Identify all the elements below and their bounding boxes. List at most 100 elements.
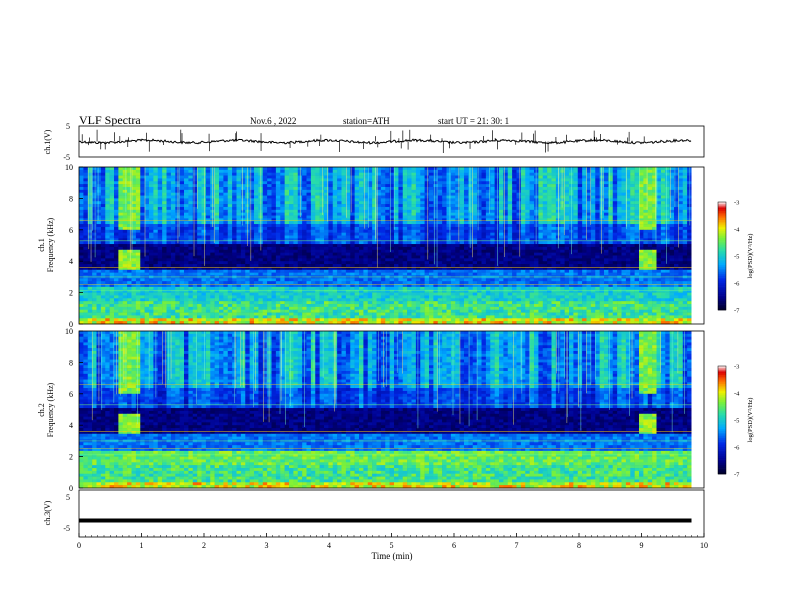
spec-cell [214, 204, 220, 208]
spec-cell [363, 238, 369, 242]
spec-cell [643, 204, 649, 208]
spec-cell [499, 221, 504, 225]
spec-cell [415, 249, 421, 253]
spec-cell [83, 226, 89, 231]
spec-cell [280, 261, 285, 265]
spec-cell [455, 209, 460, 213]
spec-cell [582, 241, 587, 245]
spec-cell [433, 184, 439, 188]
spec-cell [227, 181, 233, 185]
spec-cell [534, 255, 539, 259]
spec-cell [210, 258, 215, 262]
spec-cell [135, 189, 141, 193]
spec-cell [297, 246, 303, 251]
spec-cell [617, 195, 622, 199]
spec-cell [345, 226, 351, 231]
spec-cell [227, 215, 233, 219]
spec-cell [170, 167, 176, 171]
spec-cell [499, 192, 504, 196]
spec-cell [560, 246, 565, 251]
spec-cell [109, 246, 115, 251]
spec-cell [595, 195, 600, 199]
spec-cell [647, 169, 653, 173]
spec-cell [144, 246, 150, 251]
spec-cell [297, 232, 303, 236]
spec-cell [630, 215, 635, 219]
spec-cell [175, 235, 180, 239]
spec-cell [442, 195, 447, 199]
spec-cell [590, 224, 596, 228]
spec-cell [450, 189, 456, 193]
spec-cell [166, 261, 172, 265]
spec-cell [547, 252, 552, 256]
spec-cell [520, 212, 526, 216]
spec-cell [100, 167, 106, 171]
spec-cell [398, 232, 404, 236]
spec-cell [140, 204, 145, 208]
spec-cell [660, 218, 666, 222]
spec-cell [127, 264, 132, 268]
spec-cell [394, 238, 399, 242]
spec-cell [109, 186, 115, 191]
spec-cell [617, 229, 622, 233]
spec-cell [490, 201, 495, 205]
spec-cell [332, 252, 338, 256]
spec-cell [398, 264, 404, 268]
spec-cell [188, 218, 194, 222]
spec-cell [324, 255, 329, 259]
spec-cell [258, 264, 264, 268]
spec-cell [293, 249, 299, 253]
spec-cell [682, 198, 688, 202]
spec-cell [520, 261, 526, 265]
spec-cell [135, 201, 141, 205]
spec-cell [643, 189, 649, 193]
spec-cell [481, 204, 487, 208]
spec-cell [485, 204, 491, 208]
spec-cell [289, 249, 294, 253]
spec-cell [275, 241, 281, 245]
spec-cell [420, 178, 425, 182]
spec-cell [359, 221, 364, 225]
spec-cell [249, 192, 255, 196]
spec-cell [599, 172, 605, 176]
spec-cell [341, 264, 347, 268]
spec-cell [621, 181, 627, 185]
spec-cell [411, 192, 417, 196]
spec-cell [153, 252, 159, 256]
spec-cell [350, 229, 355, 233]
spec-cell [149, 172, 154, 176]
spec-cell [306, 212, 312, 216]
spec-cell [551, 252, 557, 256]
spec-cell [599, 224, 605, 228]
spec-cell [647, 167, 653, 171]
spec-cell [512, 264, 517, 268]
spec-cell [446, 204, 452, 208]
spec-cell [153, 198, 159, 202]
spec-cell [350, 184, 355, 188]
spec-cell [341, 206, 347, 211]
spec-cell [450, 244, 456, 248]
spec-cell [79, 226, 84, 231]
spec-cell [604, 169, 609, 173]
spec-cell [477, 241, 482, 245]
spec-cell [249, 195, 255, 199]
spec-cell [214, 232, 220, 236]
spec-cell [214, 238, 220, 242]
spec-cell [446, 215, 452, 219]
spec-cell [127, 178, 132, 182]
spec-cell [612, 241, 618, 245]
spec-cell [162, 266, 167, 271]
spec-cell [525, 181, 530, 185]
spec-cell [429, 169, 434, 173]
spec-cell [612, 235, 618, 239]
spec-cell [643, 261, 649, 265]
spec-cell [109, 226, 115, 231]
spec-cell [240, 184, 246, 188]
spec-cell [127, 181, 132, 185]
spec-cell [472, 175, 478, 179]
spec-cell [394, 178, 399, 182]
spec-cell [232, 169, 237, 173]
spec-cell [83, 224, 89, 228]
spec-cell [507, 238, 513, 242]
spec-cell [590, 204, 596, 208]
